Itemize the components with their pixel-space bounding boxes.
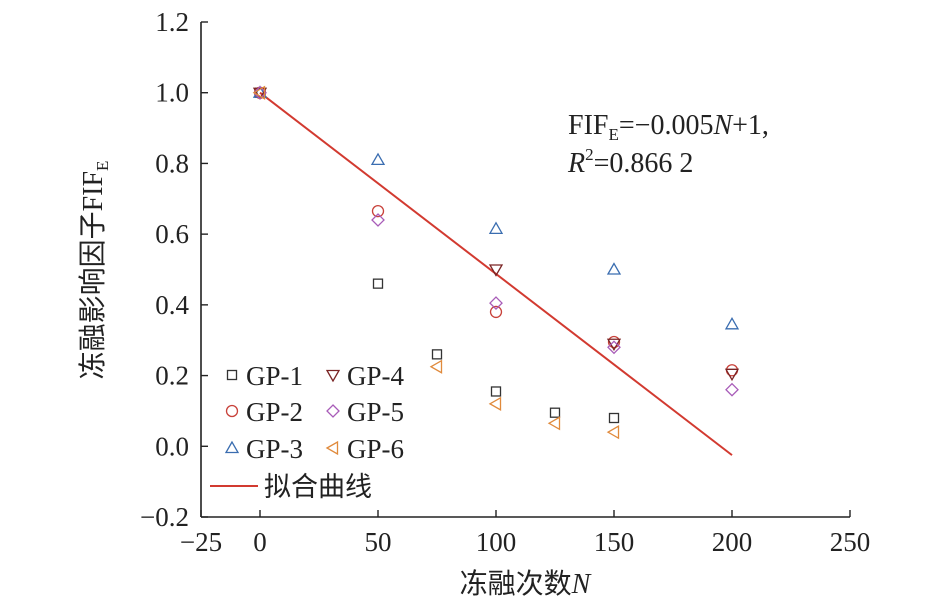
- legend-item-fit: 拟合曲线: [210, 472, 372, 502]
- data-point: [489, 305, 503, 319]
- y-tick-label: 0.2: [155, 361, 189, 391]
- legend: GP-1 GP-4 GP-2 GP-5 GP-3 GP-6 拟合曲线: [210, 361, 405, 502]
- x-axis-title: 冻融次数N: [460, 568, 592, 600]
- legend-label: GP-5: [347, 397, 404, 427]
- y-axis-title: 冻融影响因子FIFE: [77, 161, 112, 380]
- data-point: [429, 359, 443, 374]
- legend-label: GP-1: [246, 361, 303, 391]
- legend-item-gp-6: GP-6: [325, 434, 404, 464]
- series-gp-3: [252, 85, 740, 330]
- x-tick-label: 200: [712, 527, 753, 557]
- data-point: [488, 396, 502, 411]
- x-tick-label: −25: [180, 527, 222, 557]
- legend-item-gp-5: GP-5: [326, 397, 404, 427]
- axes: [200, 22, 850, 518]
- legend-marker: [225, 404, 239, 418]
- data-point: [724, 368, 740, 382]
- data-point: [547, 416, 561, 431]
- equation-line-2: R2=0.866 2: [567, 145, 693, 179]
- data-point: [431, 349, 443, 360]
- data-point: [372, 278, 384, 289]
- x-tick-label: 250: [830, 527, 871, 557]
- data-point: [606, 425, 620, 440]
- legend-marker: [325, 440, 339, 456]
- x-tick-label: 50: [365, 527, 392, 557]
- y-tick-label: 0.0: [155, 431, 189, 461]
- legend-item-gp-4: GP-4: [325, 361, 405, 391]
- data-point: [607, 340, 621, 355]
- data-point: [370, 152, 386, 166]
- data-point: [607, 335, 621, 349]
- legend-marker: [224, 440, 240, 454]
- data-point: [608, 412, 620, 424]
- x-tick-label: 100: [476, 527, 517, 557]
- data-point: [371, 205, 385, 218]
- legend-label: GP-6: [347, 434, 404, 464]
- data-point: [490, 386, 502, 397]
- legend-marker: [226, 369, 238, 381]
- x-tick-label: 0: [253, 527, 267, 557]
- data-point: [549, 407, 561, 418]
- y-tick-label: 0.6: [155, 219, 189, 249]
- data-point: [488, 221, 504, 234]
- series-gp-5: [253, 85, 739, 397]
- legend-item-gp-1: GP-1: [226, 361, 303, 391]
- data-point: [252, 85, 266, 100]
- x-ticks: −25 0 50 100 150 200 250: [180, 510, 870, 557]
- data-point: [252, 87, 268, 101]
- data-point: [488, 264, 504, 277]
- data-point: [489, 296, 503, 311]
- fit-line-group: [259, 91, 733, 456]
- y-tick-label: 1.2: [155, 7, 189, 37]
- y-tick-label: 0.4: [155, 290, 189, 320]
- y-tick-label: 0.8: [155, 148, 189, 178]
- legend-label: GP-2: [246, 397, 303, 427]
- y-ticks: −0.2 0.0 0.2 0.4 0.6 0.8 1.0 1.2: [140, 7, 208, 532]
- data-point: [725, 382, 739, 397]
- fit-line: [259, 91, 733, 456]
- data-point: [371, 213, 385, 227]
- data-point: [252, 85, 268, 98]
- legend-item-gp-2: GP-2: [225, 397, 303, 427]
- legend-marker: [326, 404, 340, 418]
- data-points: [252, 85, 740, 440]
- legend-label: GP-4: [347, 361, 405, 391]
- equation-line-1: FIFE=−0.005N+1,: [568, 110, 769, 144]
- series-gp-1: [254, 87, 620, 424]
- legend-label: GP-3: [246, 434, 303, 464]
- series-gp-6: [252, 85, 620, 440]
- legend-marker: [325, 369, 341, 383]
- data-point: [606, 262, 622, 275]
- x-tick-label: 150: [594, 527, 635, 557]
- legend-item-gp-3: GP-3: [224, 434, 303, 464]
- legend-label: 拟合曲线: [264, 472, 372, 502]
- data-point: [724, 316, 740, 330]
- y-tick-label: −0.2: [140, 502, 189, 532]
- y-tick-label: 1.0: [155, 78, 189, 108]
